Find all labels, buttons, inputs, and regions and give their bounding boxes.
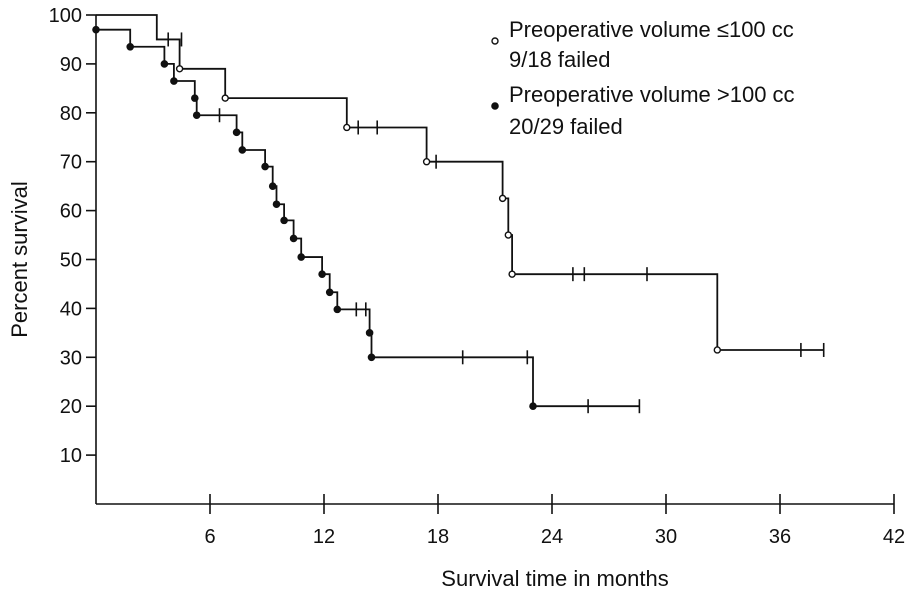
y-tick-label: 100 [49,5,82,27]
series-gt100-point [192,111,201,120]
x-tick-label: 18 [427,526,449,548]
legend-marker-filled-circle [491,102,499,110]
series-gt100-point [268,182,277,190]
legend: Preoperative volume ≤100 cc 9/18 failed … [491,17,795,139]
y-tick-label: 60 [60,201,82,223]
series-le100-point [498,194,507,203]
y-tick-label: 40 [60,298,82,320]
legend-marker-open-circle [491,37,499,45]
series-gt100-point [126,42,134,51]
series-le100-point [713,346,721,354]
y-tick-label: 70 [60,152,82,174]
legend-entry-le100-note: 9/18 failed [509,47,611,72]
y-tick-label: 10 [60,445,82,467]
y-tick-label: 50 [60,250,82,272]
y-tick-label: 90 [60,54,82,76]
x-ticks: 6 12 18 24 30 36 42 [204,494,905,548]
series-gt100-point [297,253,306,261]
series-gt100-point [170,77,178,85]
y-tick-label: 20 [60,396,82,418]
legend-entry-gt100-note: 20/29 failed [509,114,623,139]
series-le100-line [96,14,824,351]
y-tick-label: 30 [60,347,82,369]
x-tick-label: 36 [769,526,791,548]
survival-curves [92,14,825,414]
y-ticks: 10 20 30 40 50 60 70 80 90 100 [49,5,96,467]
series-gt100-point [232,128,241,137]
series-gt100-point [367,353,376,362]
x-tick-label: 12 [313,526,335,548]
series-gt100-point [325,288,334,297]
series-gt100-point [333,305,342,314]
series-gt100-point [191,94,199,102]
series-gt100-point [318,270,326,278]
series-gt100-point [280,216,288,225]
series-le100-point [508,270,516,278]
series-gt100-point [365,329,374,337]
series-gt100-point [238,146,247,154]
x-tick-label: 42 [883,526,905,548]
series-gt100-line [96,28,640,408]
series-le100-point [221,94,229,102]
y-axis-title: Percent survival [7,181,32,338]
x-axis-title: Survival time in months [441,566,668,591]
y-tick-label: 80 [60,103,82,125]
series-le100-point [422,157,431,166]
series-le100-point [175,65,184,73]
series-gt100-point [261,162,269,171]
x-tick-label: 6 [204,526,215,548]
series-le100-point [343,123,351,132]
x-tick-label: 24 [541,526,563,548]
series-gt100-point [92,25,100,34]
series-gt100-point [160,60,169,68]
series-le100-point [504,231,512,239]
x-tick-label: 30 [655,526,677,548]
series-gt100-point [289,234,298,243]
legend-entry-gt100-label: Preoperative volume >100 cc [509,82,795,107]
series-gt100-point [272,200,281,209]
series-gt100-point [529,402,537,411]
legend-entry-le100-label: Preoperative volume ≤100 cc [509,17,794,42]
